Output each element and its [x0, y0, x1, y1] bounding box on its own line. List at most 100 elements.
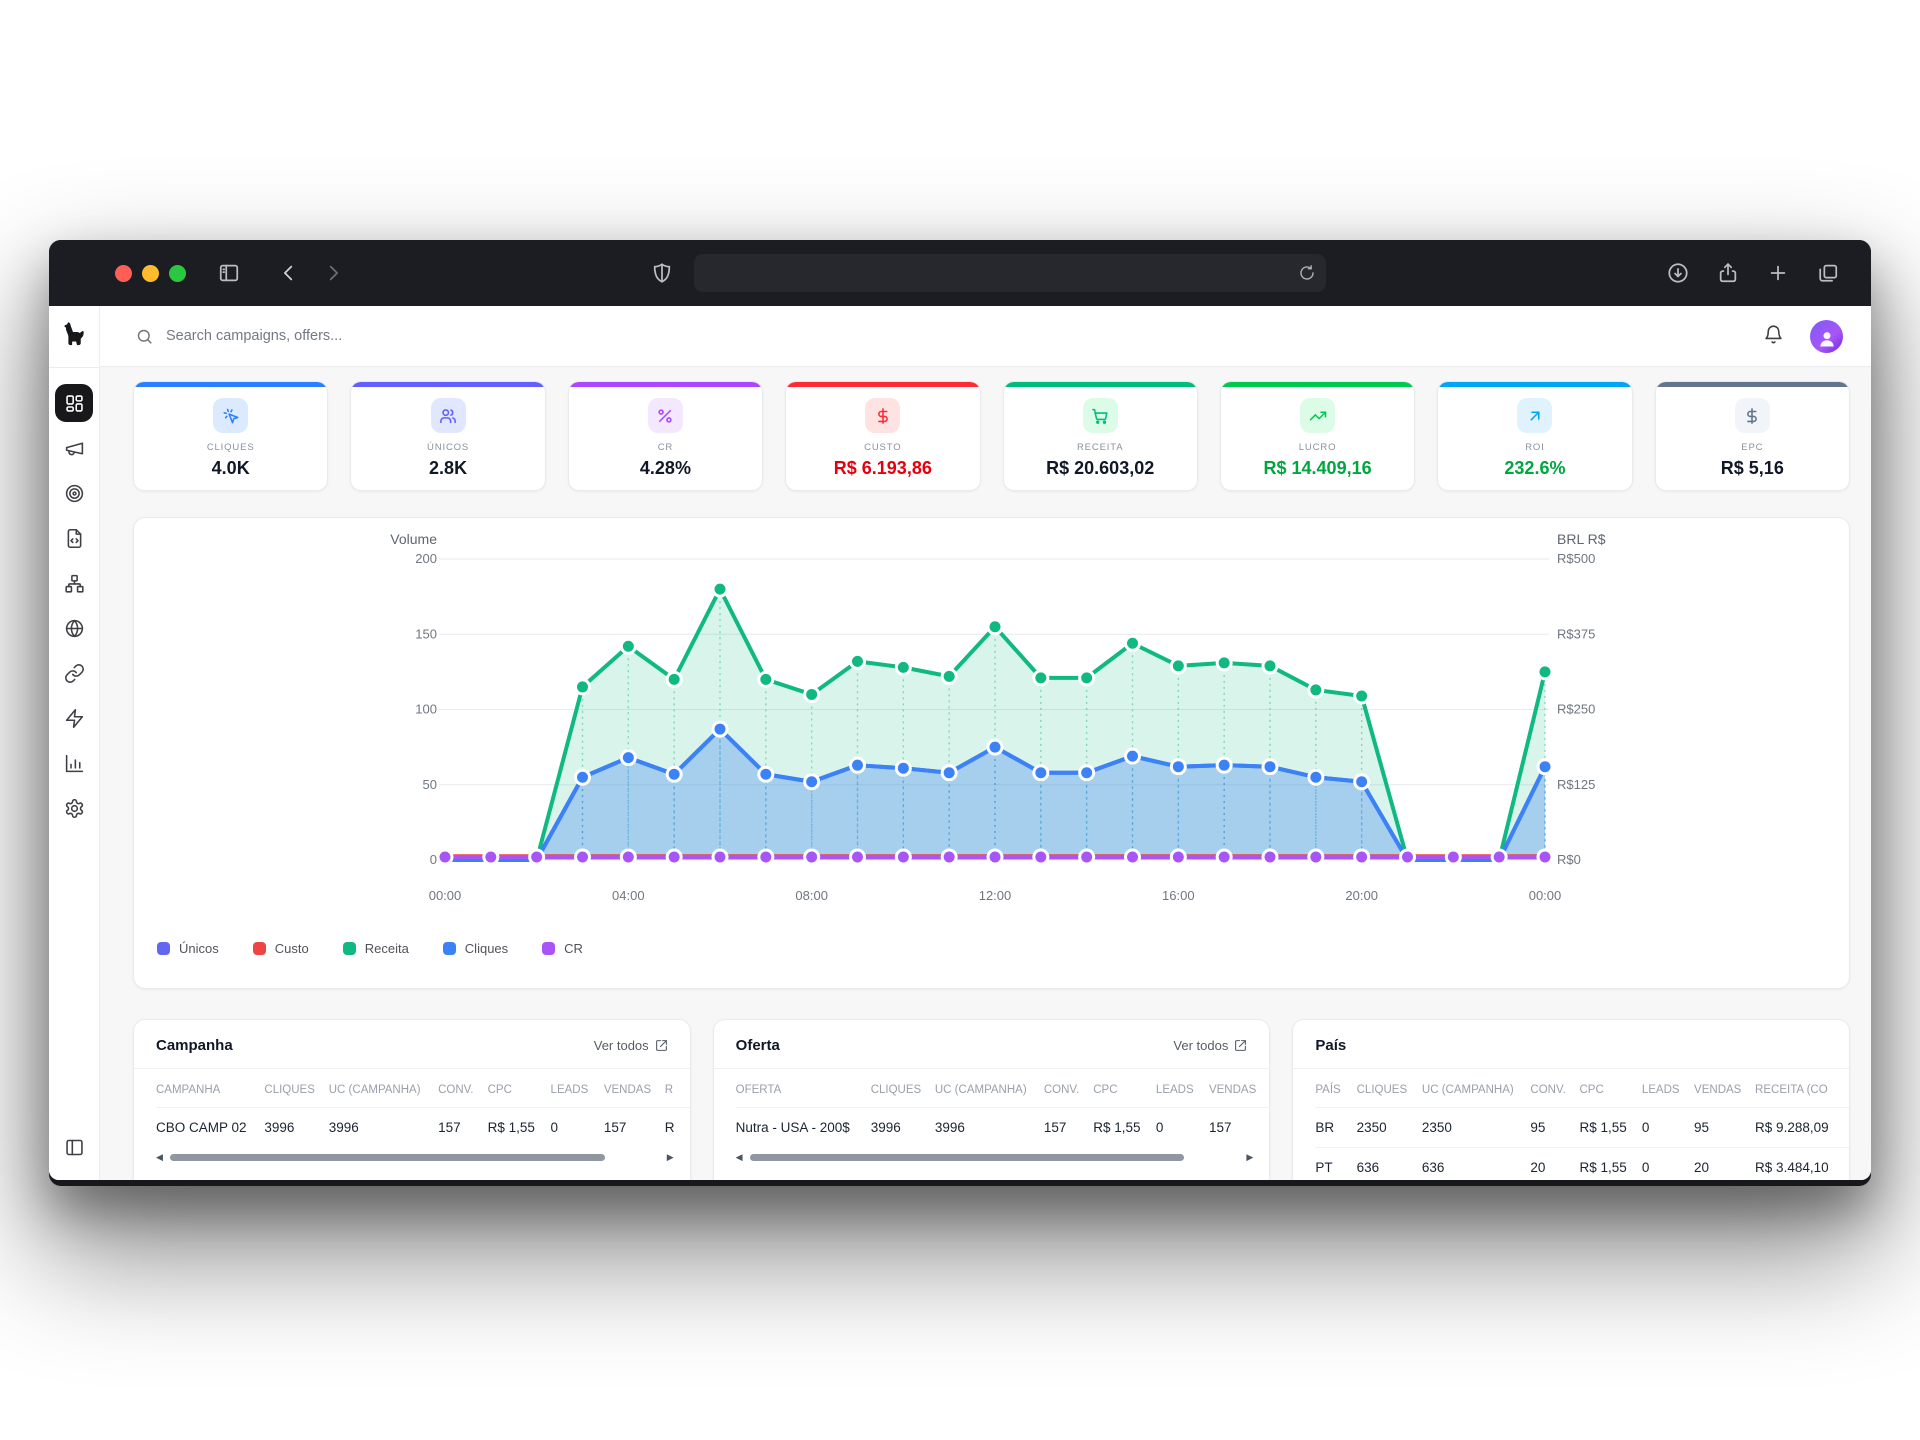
- sidebar-item-links[interactable]: [55, 654, 93, 692]
- collapse-sidebar-toggle[interactable]: [55, 1128, 93, 1166]
- left-axis-tick: 50: [423, 777, 437, 792]
- table-row[interactable]: CBO CAMP 02 3996 3996 157 R$ 1,55 0 157 R: [156, 1107, 690, 1147]
- sidebar-item-scripts[interactable]: [55, 519, 93, 557]
- kpi-label: LUCRO: [1298, 442, 1337, 453]
- sidebar-item-campaigns[interactable]: [55, 429, 93, 467]
- cr-point: [665, 848, 683, 866]
- cr-point: [1353, 848, 1371, 866]
- right-axis-tick: R$125: [1557, 777, 1595, 792]
- cr-point: [528, 848, 546, 866]
- tab-overview-icon[interactable]: [1817, 262, 1839, 284]
- kpi-card-lucro[interactable]: LUCRO R$ 14.409,16: [1219, 381, 1416, 491]
- sidebar-item-domains[interactable]: [55, 609, 93, 647]
- close-window-button[interactable]: [115, 264, 132, 282]
- kpi-label: CR: [657, 442, 674, 453]
- scroll-right-icon[interactable]: ▶: [666, 1151, 674, 1162]
- receita-point: [1124, 634, 1141, 652]
- forward-icon[interactable]: [322, 262, 344, 284]
- kpi-value: R$ 5,16: [1720, 458, 1784, 478]
- kpi-accent-bar: [1438, 382, 1632, 387]
- campanha-horizontal-scrollbar: ◀ ▶: [156, 1149, 674, 1165]
- cr-point: [849, 848, 866, 866]
- scrollbar-thumb[interactable]: [749, 1153, 1185, 1161]
- receita-area: [445, 589, 1545, 860]
- cr-point: [1169, 848, 1187, 866]
- table-row[interactable]: PT 636 636 20 R$ 1,55 0 20 R$ 3.484,10: [1315, 1147, 1850, 1180]
- receita-point: [665, 670, 683, 688]
- x-axis-tick: 04:00: [612, 888, 645, 903]
- sidebar-item-reports[interactable]: [55, 744, 93, 782]
- table-row[interactable]: Nutra - USA - 200$ 3996 3996 157 R$ 1,55 0 157: [735, 1107, 1270, 1147]
- search-input[interactable]: [164, 327, 588, 345]
- legend-label: Únicos: [179, 941, 219, 956]
- zoom-window-button[interactable]: [169, 264, 186, 282]
- legend-item[interactable]: CR: [542, 941, 583, 956]
- dashboard-grid-icon: [65, 394, 83, 412]
- kpi-card-receita[interactable]: RECEITA R$ 20.603,02: [1002, 381, 1198, 491]
- user-avatar[interactable]: [1810, 319, 1843, 353]
- scroll-left-icon[interactable]: ◀: [156, 1151, 163, 1162]
- table-row[interactable]: BR 2350 2350 95 R$ 1,55 0 95 R$ 9.288,09: [1315, 1107, 1850, 1148]
- back-icon[interactable]: [278, 262, 300, 284]
- scrollbar-thumb[interactable]: [169, 1153, 605, 1161]
- receita-point: [849, 652, 866, 670]
- sidebar-item-structure[interactable]: [55, 564, 93, 602]
- campanha-ver-todos-link[interactable]: Ver todos: [594, 1038, 668, 1053]
- table-header-row: CAMPANHA CLIQUES UC (CAMPANHA) CONV. CPC LEAD…: [156, 1069, 690, 1108]
- privacy-shield-icon[interactable]: [651, 262, 673, 284]
- legend-label: Receita: [364, 941, 409, 956]
- browser-sidebar-toggle-icon[interactable]: [218, 262, 240, 284]
- new-tab-icon[interactable]: [1767, 262, 1789, 284]
- minimize-window-button[interactable]: [142, 264, 159, 282]
- oferta-horizontal-scrollbar: ◀ ▶: [736, 1149, 1254, 1165]
- cell: 157: [603, 1107, 665, 1147]
- column-header: UC (CAMPANHA): [934, 1084, 1027, 1096]
- search-box[interactable]: [136, 327, 1763, 345]
- notifications-button[interactable]: [1763, 324, 1784, 348]
- legend-label: Cliques: [464, 941, 509, 956]
- kpi-value: 232.6%: [1504, 458, 1566, 478]
- sidebar-item-automation[interactable]: [55, 699, 93, 737]
- oferta-ver-todos-link[interactable]: Ver todos: [1173, 1038, 1247, 1053]
- sidebar-item-settings[interactable]: [55, 789, 93, 827]
- kpi-card-cliques[interactable]: CLIQUES 4.0K: [133, 381, 329, 491]
- sidebar-item-offers[interactable]: [55, 474, 93, 512]
- column-header: CPC: [1579, 1084, 1604, 1096]
- cell: PT: [1315, 1147, 1357, 1180]
- legend-item[interactable]: Custo: [252, 941, 309, 956]
- address-input[interactable]: [694, 265, 1298, 281]
- cliques-point: [1307, 768, 1325, 786]
- search-icon: [137, 329, 152, 344]
- dog-logo-icon[interactable]: [59, 320, 89, 355]
- scroll-left-icon[interactable]: ◀: [735, 1151, 743, 1162]
- scroll-right-icon[interactable]: ▶: [1246, 1151, 1254, 1162]
- kpi-card-custo[interactable]: CUSTO R$ 6.193,86: [785, 381, 981, 491]
- kpi-card-roi[interactable]: ROI 232.6%: [1437, 381, 1633, 491]
- cell: Nutra - USA - 200$: [735, 1107, 871, 1147]
- receita-point: [986, 618, 1004, 636]
- address-bar[interactable]: [694, 254, 1326, 292]
- receita-point: [1536, 663, 1554, 681]
- receita-point: [1169, 657, 1187, 675]
- target-icon: [65, 484, 83, 502]
- legend-item[interactable]: Receita: [342, 941, 409, 956]
- cr-point: [986, 848, 1004, 866]
- sidebar-item-dashboard[interactable]: [55, 384, 93, 422]
- kpi-card-cr[interactable]: CR 4.28%: [567, 381, 764, 491]
- right-axis-title: BRL R$: [1557, 531, 1606, 547]
- downloads-icon[interactable]: [1667, 262, 1689, 284]
- reload-icon[interactable]: [1298, 264, 1316, 282]
- x-axis-tick: 16:00: [1162, 888, 1195, 903]
- column-header: CPC: [1093, 1084, 1118, 1096]
- oferta-table: OFERTA CLIQUES UC (CAMPANHA) CONV. CPC LEADS V…: [735, 1069, 1270, 1147]
- kpi-card-unicos[interactable]: ÚNICOS 2.8K: [350, 381, 546, 491]
- legend-item[interactable]: Únicos: [157, 941, 219, 956]
- column-header: OFERTA: [735, 1084, 782, 1096]
- time-series-chart[interactable]: Volume BRL R$ 200 R$500 150 R$375 100 R$250 50 R$…: [134, 518, 1850, 928]
- kpi-value: 4.28%: [639, 458, 691, 478]
- kpi-label: CLIQUES: [206, 442, 255, 453]
- kpi-card-epc[interactable]: EPC R$ 5,16: [1654, 381, 1850, 491]
- legend-item[interactable]: Cliques: [442, 941, 509, 956]
- pais-table: PAÍS CLIQUES UC (CAMPANHA) CONV. CPC LEADS VEN…: [1315, 1069, 1850, 1180]
- share-icon[interactable]: [1717, 262, 1739, 284]
